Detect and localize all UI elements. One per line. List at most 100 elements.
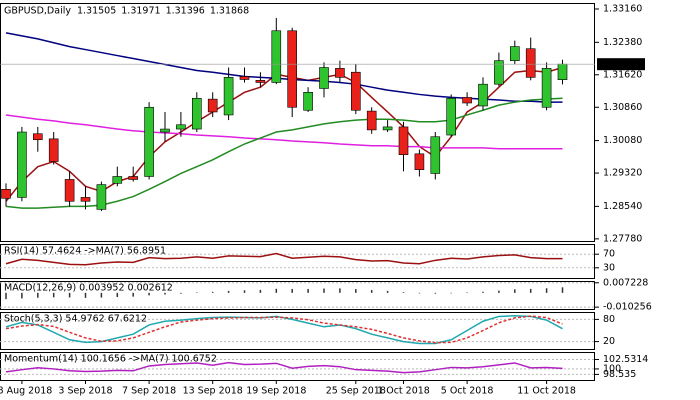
x-tick-label: 28 Aug 2018: [0, 386, 52, 397]
panel-title: MACD(12,26,9) 0.003952 0.002612: [4, 283, 173, 294]
histogram-bar: [100, 292, 103, 298]
histogram-bar: [339, 288, 341, 293]
candle-body: [48, 138, 59, 162]
candle-body: [335, 68, 345, 78]
indicator-line: [5, 315, 563, 344]
candle-body: [509, 46, 520, 61]
candle-body: [366, 110, 377, 131]
histogram-bar: [370, 290, 373, 293]
candle-body: [112, 176, 123, 184]
x-tick-label: 1 Oct 2018: [377, 386, 430, 397]
candle-body: [303, 92, 313, 111]
ohlc-value: 1.31396: [166, 6, 205, 17]
candle-body: [525, 48, 536, 78]
panel-frame: [0, 244, 595, 279]
histogram-bar: [52, 292, 55, 298]
y-tick-label: 70: [603, 249, 615, 260]
y-tick-label: 1.28540: [603, 201, 642, 212]
candle-body: [398, 126, 409, 155]
histogram-bar: [386, 290, 389, 293]
histogram-bar: [402, 292, 405, 293]
candle-body: [414, 153, 425, 170]
chart-title: GBPUSD,Daily: [4, 6, 71, 17]
y-tick-label: 1.31620: [603, 69, 642, 80]
indicator-line: [5, 314, 563, 345]
histogram-bar: [561, 287, 564, 293]
current-price-box: [597, 58, 645, 71]
candle-body: [176, 124, 186, 130]
candle-body: [96, 184, 107, 210]
panel-frame: [0, 281, 595, 310]
candle-body: [32, 133, 43, 141]
candle-body: [350, 71, 361, 111]
candle-body: [462, 97, 472, 104]
histogram-bar: [482, 291, 484, 293]
indicator-line: [5, 252, 563, 266]
panel-frame: [0, 352, 595, 381]
histogram-bar: [211, 291, 214, 293]
ohlc-value: 1.31868: [210, 6, 249, 17]
y-tick-label: -0.010256: [603, 302, 652, 313]
panel-frame: [0, 3, 595, 242]
histogram-bar: [148, 292, 150, 296]
candle-body: [1, 188, 11, 199]
histogram-bar: [323, 288, 325, 293]
candle-body: [223, 77, 234, 116]
histogram-bar: [275, 288, 278, 293]
x-tick-label: 5 Oct 2018: [441, 386, 494, 397]
candle-body: [255, 80, 266, 83]
histogram-bar: [164, 292, 166, 295]
histogram-bar: [227, 290, 230, 293]
candle-body: [80, 197, 91, 202]
histogram-bar: [21, 292, 23, 299]
y-tick-label: 1.30080: [603, 135, 642, 146]
histogram-bar: [37, 292, 39, 298]
histogram-bar: [180, 292, 182, 294]
y-tick-label: 100: [603, 363, 621, 374]
histogram-bar: [84, 292, 87, 298]
histogram-bar: [434, 292, 437, 294]
histogram-bar: [68, 292, 71, 298]
candle-body: [160, 128, 170, 133]
indicator-line: [5, 361, 563, 374]
panel-frame: [0, 312, 595, 350]
histogram-bar: [196, 292, 198, 294]
x-tick-label: 7 Sep 2018: [122, 386, 176, 397]
histogram-bar: [116, 292, 119, 298]
candle-body: [430, 136, 441, 174]
y-tick-label: 1.29320: [603, 168, 642, 179]
y-tick-label: 30: [603, 262, 615, 273]
x-tick-label: 19 Sep 2018: [246, 386, 306, 397]
histogram-bar: [243, 290, 246, 293]
histogram-bar: [418, 292, 421, 294]
histogram-bar: [545, 288, 548, 293]
x-tick-label: 11 Oct 2018: [517, 386, 576, 397]
y-tick-label: 1.30860: [603, 102, 642, 113]
y-tick-label: 1.32380: [603, 37, 642, 48]
histogram-bar: [529, 288, 532, 293]
candle-body: [478, 83, 488, 107]
histogram-bar: [132, 292, 134, 297]
candle-body: [557, 63, 568, 80]
candle-body: [287, 30, 298, 108]
x-tick-label: 13 Sep 2018: [183, 386, 243, 397]
histogram-bar: [466, 292, 468, 294]
candle-body: [144, 106, 154, 177]
x-tick-label: 25 Sep 2018: [326, 386, 386, 397]
candle-body: [64, 179, 75, 202]
x-tick-label: 3 Sep 2018: [58, 386, 112, 397]
y-tick-label: 102.5314: [603, 354, 648, 365]
candle-body: [446, 97, 457, 136]
candle-body: [17, 131, 27, 198]
ohlc-value: 1.31505: [77, 6, 116, 17]
candle-body: [192, 97, 202, 130]
y-tick-label: 1.27780: [603, 233, 642, 244]
candle-body: [382, 126, 393, 131]
current-price-label: 1.31868: [603, 59, 642, 70]
candle-body: [128, 176, 138, 180]
histogram-bar: [5, 292, 7, 300]
y-tick-label: 98.535: [603, 369, 636, 380]
y-tick-label: 0.007228: [603, 277, 648, 288]
